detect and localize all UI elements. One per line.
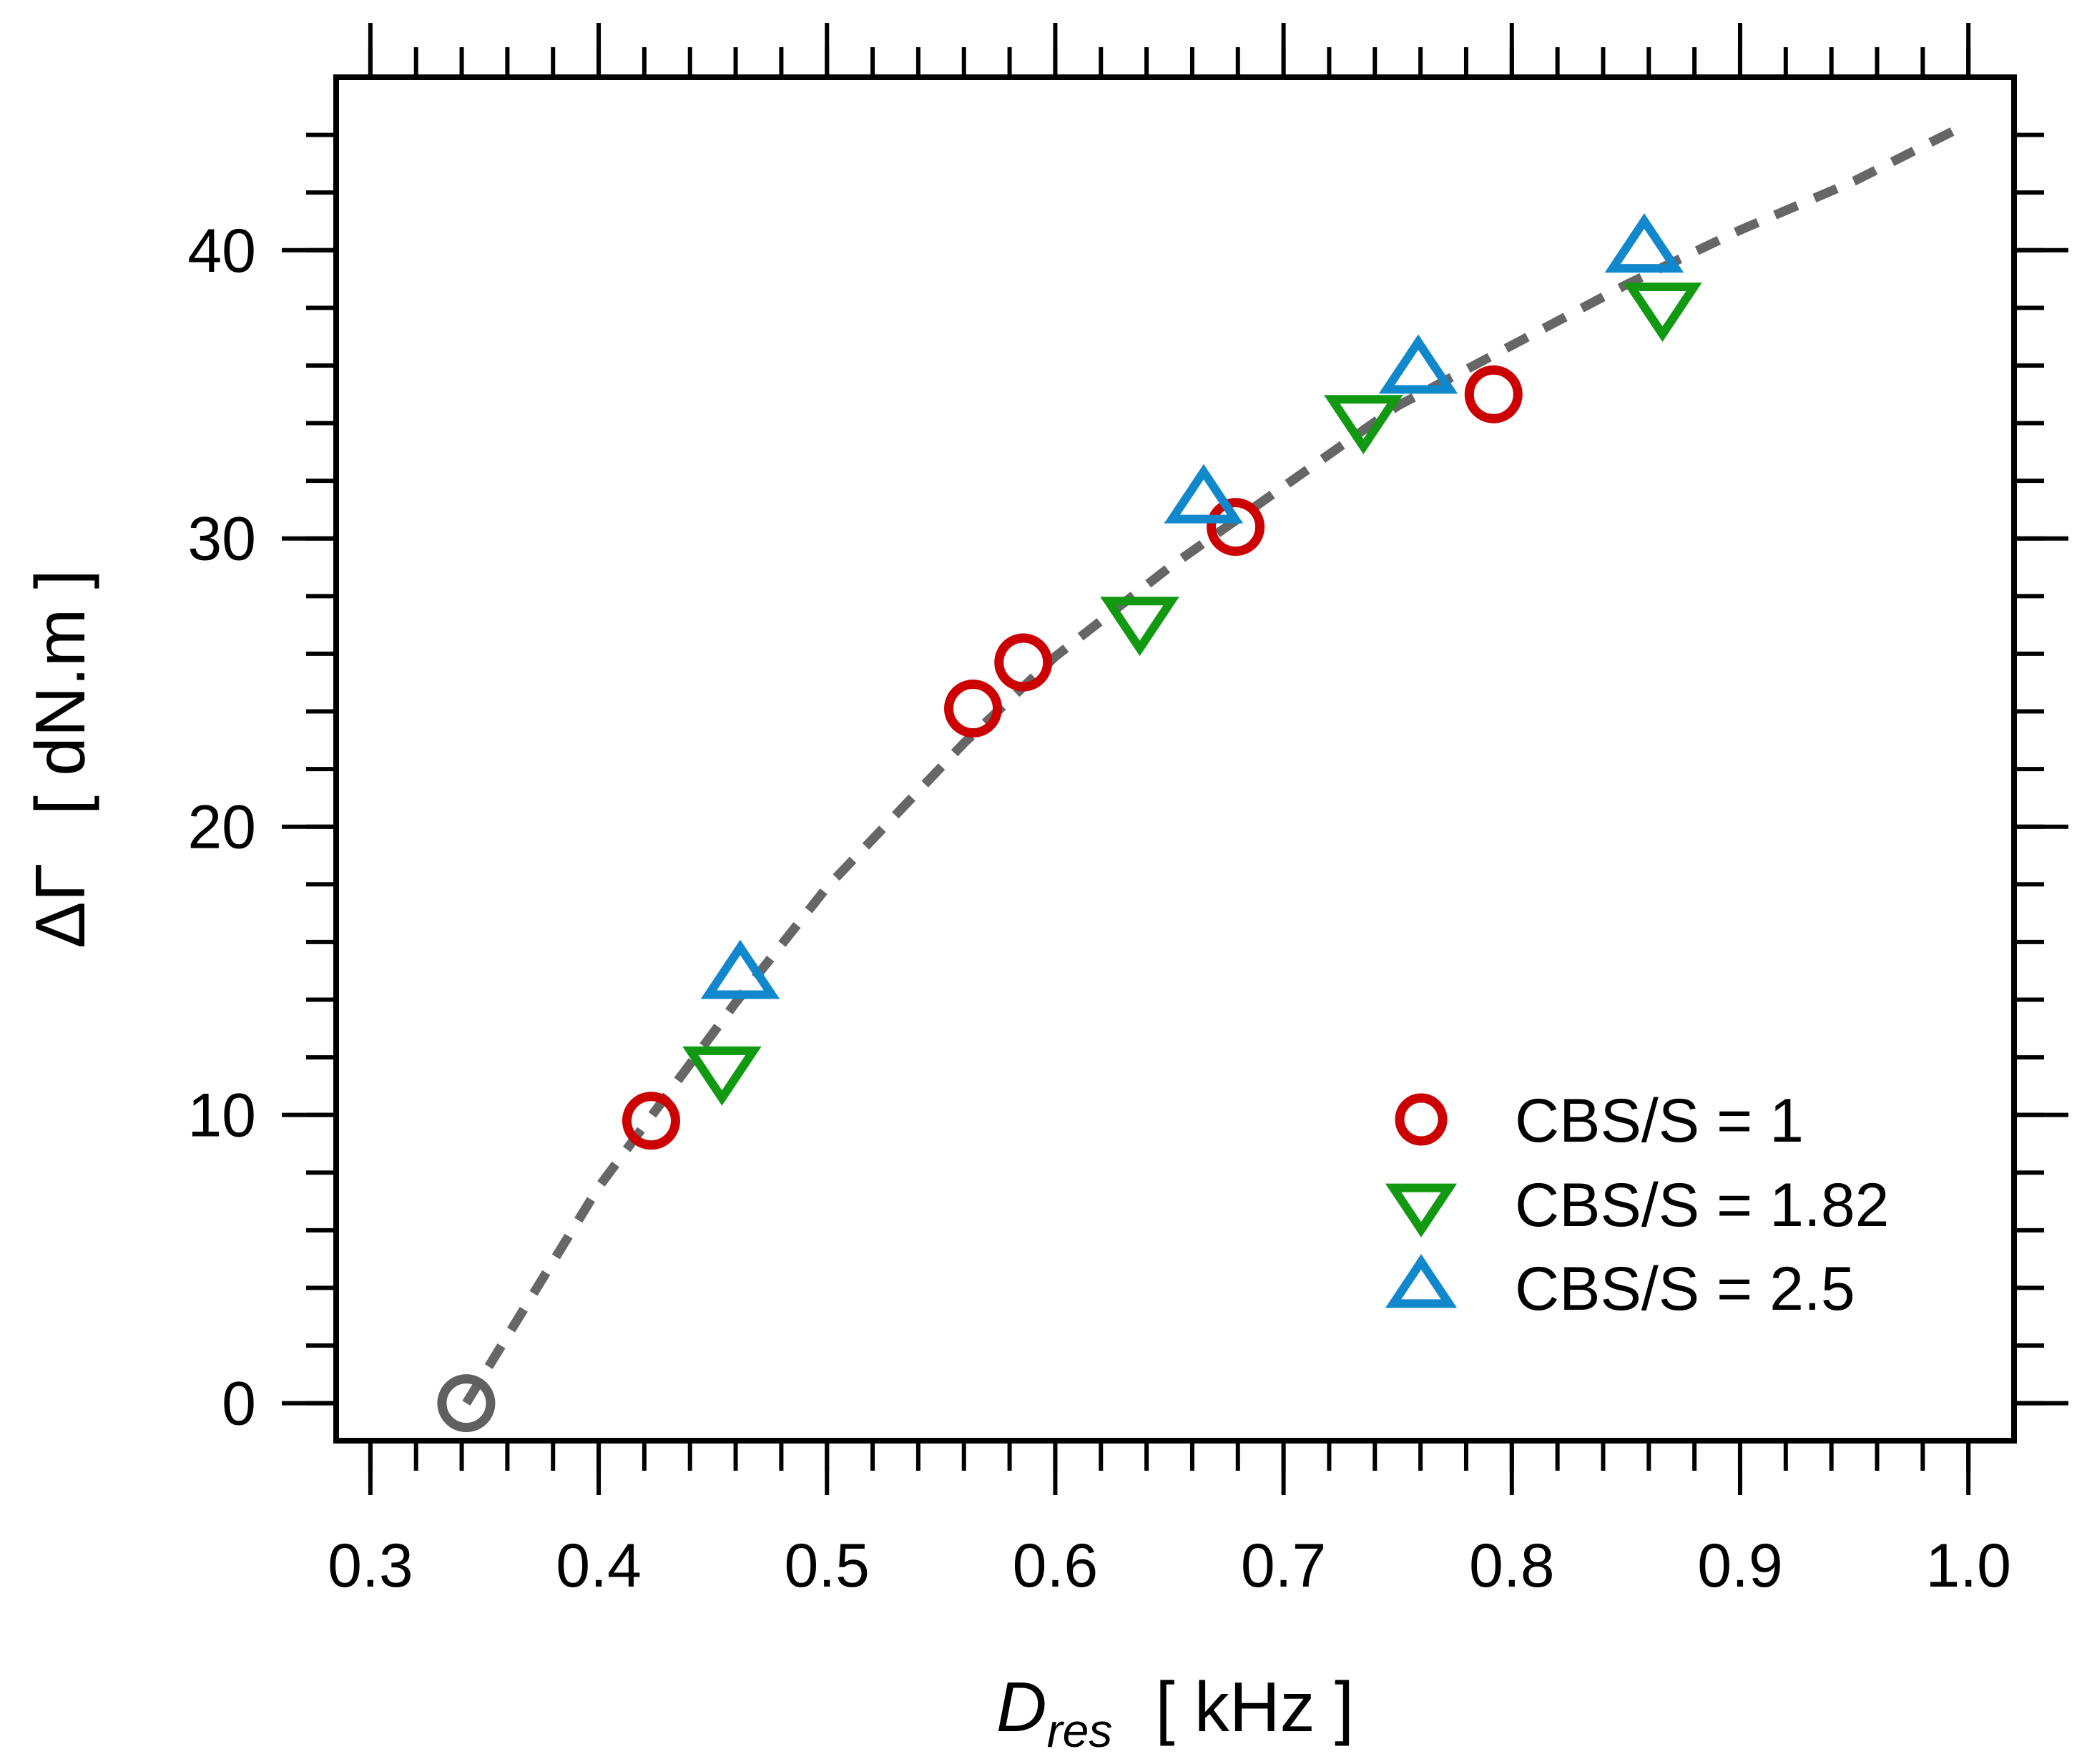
data-point-triangle-down	[1623, 283, 1702, 342]
x-tick-label: 1.0	[1925, 1532, 2011, 1600]
x-tick-label: 0.8	[1469, 1532, 1555, 1600]
tick-labels: 0.3 0.4 0.5 0.6 0.7 0.8 0.9 1.0 0 10 20 30 40	[187, 217, 2011, 1600]
data-point-triangle-up	[700, 939, 780, 999]
x-tick-label: 0.4	[556, 1532, 642, 1600]
data-point-triangle-up	[1164, 464, 1244, 524]
data-point-triangle-down	[1100, 597, 1179, 657]
legend-label: CBS/S = 1	[1515, 1087, 1804, 1155]
y-tick-label: 10	[187, 1082, 256, 1150]
data-point-circle	[994, 633, 1053, 692]
plot-frame	[333, 74, 2017, 1444]
data-point-triangle-down	[1324, 395, 1403, 455]
major-ticks	[282, 23, 2068, 1495]
y-tick-label: 20	[187, 793, 256, 862]
y-tick-label: 0	[222, 1370, 256, 1439]
data-point-triangle-up	[1604, 213, 1684, 273]
y-axis-symbol: ΔΓ	[21, 863, 99, 948]
y-tick-label: 40	[187, 217, 256, 285]
data-point-circle	[1207, 498, 1265, 557]
data-points	[437, 213, 1702, 1433]
x-axis-label: Dres [ kHz ]	[996, 1667, 1354, 1757]
data-point-triangle-down	[682, 1046, 762, 1106]
legend-marker-triangle-up	[1385, 1254, 1458, 1308]
x-axis-subscript: res	[1047, 1704, 1113, 1757]
data-point-circle	[1464, 365, 1523, 423]
x-tick-label: 0.3	[328, 1532, 413, 1600]
x-axis-unit: [ kHz ]	[1155, 1667, 1354, 1746]
data-point-circle	[944, 679, 1003, 738]
legend-marker-triangle-down	[1385, 1183, 1458, 1238]
legend: CBS/S = 1 CBS/S = 1.82 CBS/S = 2.5	[1385, 1087, 1889, 1323]
data-point-triangle-up	[1378, 334, 1458, 394]
x-tick-label: 0.6	[1013, 1532, 1099, 1600]
fit-curve	[462, 124, 1960, 1406]
svg-text:ΔΓ [ dN.m ]: ΔΓ [ dN.m ]	[21, 569, 99, 949]
legend-label: CBS/S = 2.5	[1515, 1255, 1855, 1323]
x-tick-label: 0.9	[1697, 1532, 1783, 1600]
x-tick-label: 0.5	[784, 1532, 870, 1600]
legend-marker-circle	[1395, 1093, 1448, 1146]
x-tick-label: 0.7	[1241, 1532, 1327, 1600]
x-axis-symbol: D	[996, 1667, 1047, 1746]
y-axis-label: ΔΓ [ dN.m ]	[21, 569, 99, 949]
legend-label: CBS/S = 1.82	[1515, 1171, 1889, 1240]
fit-curve-group	[462, 124, 1960, 1406]
y-tick-label: 30	[187, 505, 256, 574]
origin-point	[437, 1374, 496, 1433]
y-axis-unit: [ dN.m ]	[21, 569, 99, 815]
data-point-circle	[622, 1092, 680, 1150]
